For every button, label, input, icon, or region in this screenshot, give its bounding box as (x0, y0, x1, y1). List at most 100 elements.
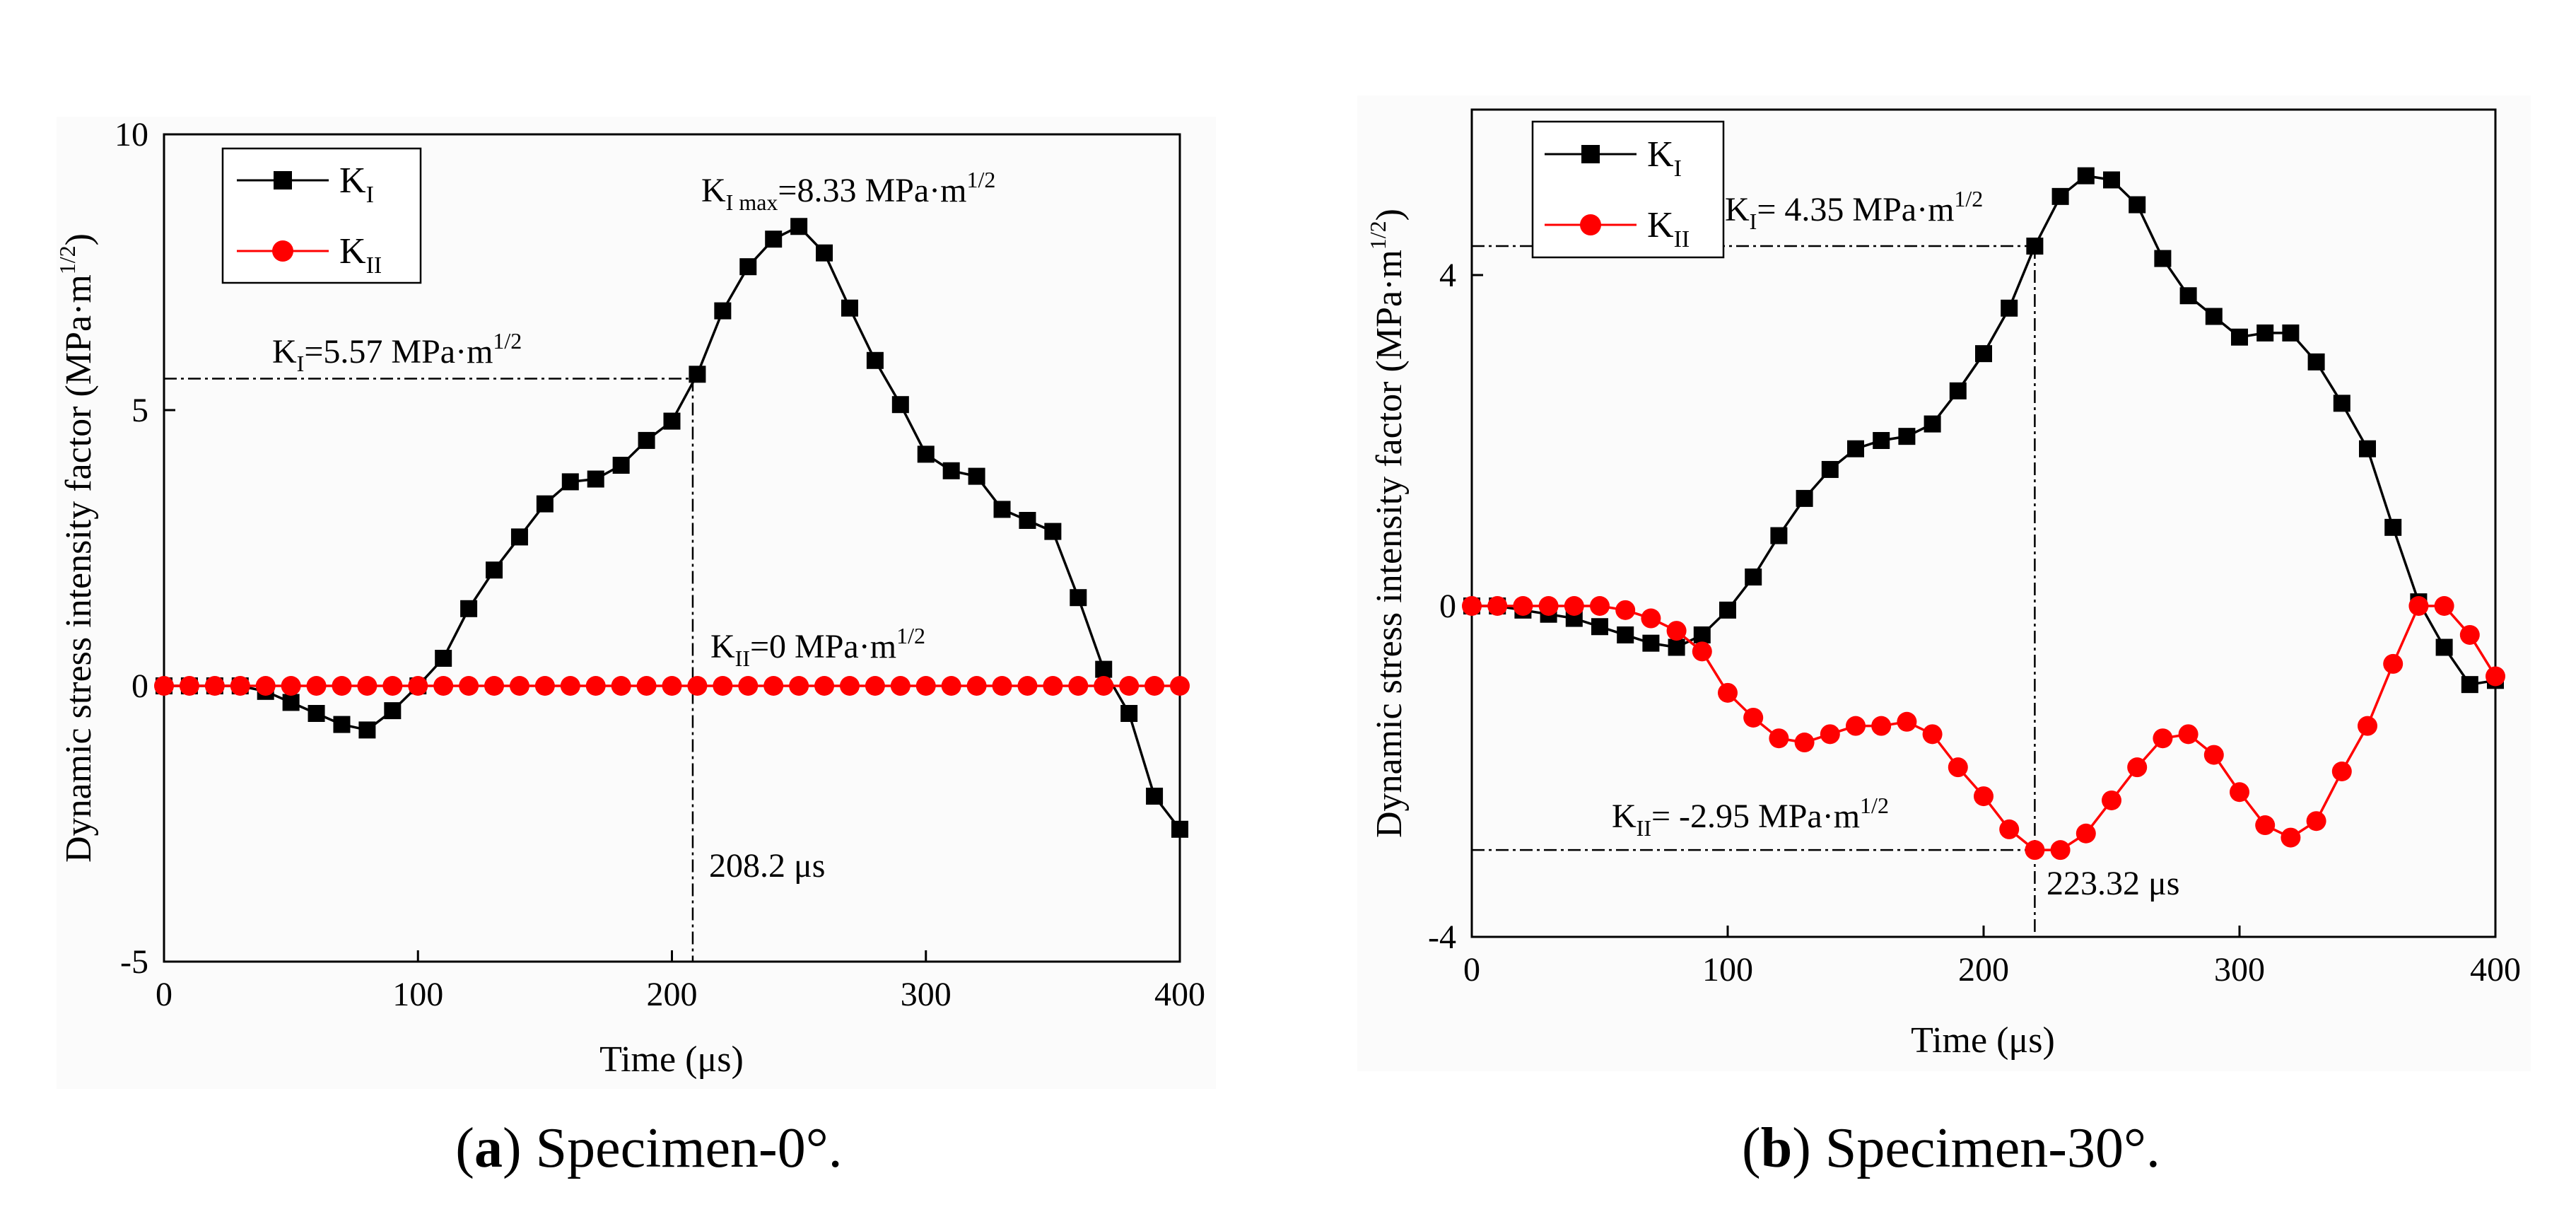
point-ki (333, 716, 351, 733)
legend-ki-sub-a: I (366, 182, 374, 208)
point-ki (460, 600, 478, 617)
point-ki (1668, 638, 1685, 656)
point-kii (1846, 716, 1866, 736)
point-kii (204, 676, 225, 696)
point-kii (459, 676, 479, 696)
point-ki (2384, 518, 2402, 536)
point-kii (281, 676, 301, 696)
point-ki (1719, 601, 1736, 619)
point-ki (308, 705, 325, 722)
y-ticks-b: -4 0 4 (1428, 257, 1483, 956)
point-kii (789, 676, 809, 696)
point-kii (179, 676, 199, 696)
chart-b: 0 100 200 300 400 -404 Time (μs) Dynamic str… (1357, 95, 2531, 1071)
point-ki (739, 258, 757, 276)
legend-ki-base-b: K (1647, 134, 1674, 175)
point-kii (763, 676, 784, 696)
legend-box-a (221, 147, 422, 284)
annotation-ki-a: KI=5.57 MPa·m1/2 (272, 328, 522, 376)
point-kii (1170, 676, 1190, 696)
point-ki (2359, 440, 2376, 457)
point-ki (765, 231, 783, 248)
y-axis-label-a: Dynamic stress intensity factor (MPa·m1/… (54, 233, 99, 863)
y-tick-label: -4 (1428, 918, 1456, 956)
point-kii (1513, 596, 1533, 616)
point-kii (966, 676, 987, 696)
caption-a: (a) Specimen-0°. (455, 1117, 842, 1179)
kii-b-post: = -2.95 MPa·m (1651, 798, 1860, 835)
ki-a-sup: 1/2 (493, 328, 522, 354)
point-ki (486, 561, 503, 579)
point-kii (357, 676, 377, 696)
point-kii (1615, 600, 1636, 620)
point-ki (2333, 395, 2350, 412)
legend-ki-marker-b (1581, 145, 1600, 163)
point-kii (1538, 596, 1559, 616)
x-tick-label: 400 (2470, 951, 2521, 988)
point-ki (1898, 428, 1916, 445)
point-ki (917, 445, 935, 463)
point-ki (1146, 788, 1164, 805)
point-ki (993, 501, 1011, 518)
point-ki (2205, 308, 2223, 325)
point-kii (509, 676, 529, 696)
guide-lines-a (164, 378, 694, 962)
point-kii (1043, 676, 1063, 696)
legend-ki-marker-a (274, 171, 292, 189)
legend-kii-marker-b (1580, 214, 1601, 235)
point-kii (2255, 815, 2276, 836)
series-b (1462, 167, 2505, 861)
point-ki (2129, 196, 2146, 214)
point-ki (816, 244, 833, 262)
point-ki (2307, 353, 2325, 371)
point-kii (2486, 666, 2505, 687)
x-tick-label: 300 (901, 976, 952, 1013)
point-ki (1120, 705, 1138, 722)
point-kii (2358, 716, 2377, 736)
point-kii (636, 676, 657, 696)
point-kii (713, 676, 733, 696)
point-ki (2077, 167, 2095, 185)
ki-a-sub: I (297, 351, 305, 376)
y-tick-label: 0 (131, 667, 148, 705)
point-kii (1487, 596, 1508, 616)
caption-b-text: Specimen-30°. (1811, 1117, 2160, 1179)
point-kii (1119, 676, 1140, 696)
x-tick-label: 100 (1702, 951, 1753, 988)
point-kii (2434, 596, 2454, 616)
legend-ki-label-a: KI (339, 161, 374, 208)
point-kii (2408, 596, 2429, 616)
point-ki (1642, 634, 1660, 652)
point-kii (839, 676, 860, 696)
point-kii (1974, 786, 1994, 807)
point-ki (1924, 415, 1941, 433)
point-kii (1871, 716, 1892, 736)
point-kii (2102, 790, 2121, 810)
point-ki (1019, 512, 1036, 529)
y-tick-label: -5 (120, 943, 148, 981)
point-kii (2383, 653, 2404, 674)
point-kii (890, 676, 911, 696)
point-kii (662, 676, 682, 696)
point-ki (561, 473, 579, 491)
point-ki (2282, 324, 2300, 342)
point-kii (611, 676, 631, 696)
point-ki (1847, 440, 1864, 457)
point-ki (587, 470, 604, 488)
point-kii (1897, 711, 1917, 732)
point-ki (612, 457, 630, 474)
y-tick-label: 10 (115, 116, 148, 153)
y-axis-label-a-close: ) (59, 233, 99, 245)
point-ki (1796, 489, 1813, 507)
point-ki (435, 650, 452, 667)
point-ki (1591, 618, 1608, 636)
kimax-sub: I max (726, 189, 778, 215)
caption-b-label: b (1761, 1117, 1793, 1179)
point-kii (2306, 811, 2326, 832)
point-kii (738, 676, 759, 696)
annotation-kii-a: KII=0 MPa·m1/2 (710, 623, 925, 671)
y-axis-label-b: Dynamic stress intensity factor (MPa·m1/… (1365, 209, 1410, 838)
ki-b-post: = 4.35 MPa·m (1757, 191, 1954, 228)
point-kii (332, 676, 352, 696)
